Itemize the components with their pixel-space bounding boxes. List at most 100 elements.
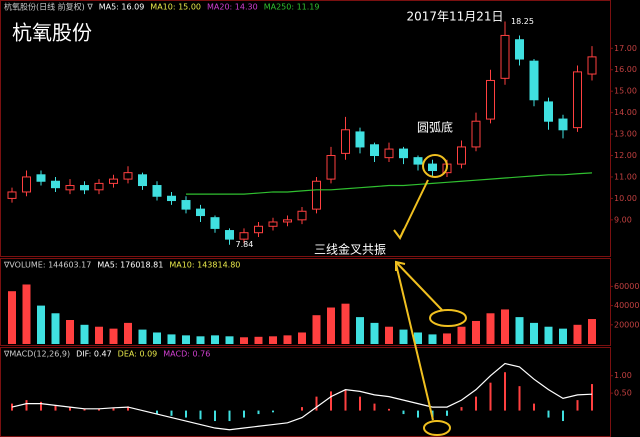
macd-bar [170, 410, 173, 416]
macd-bar [504, 372, 506, 411]
volume-bar [530, 322, 538, 344]
y-tick-label: 15.00 [614, 87, 637, 96]
macd-bar [25, 400, 28, 411]
macd-bar [199, 410, 202, 420]
volume-bar [457, 326, 466, 344]
macd-bar [475, 396, 477, 411]
volume-bar [385, 326, 393, 344]
candle-body [36, 174, 46, 182]
dif-line [11, 362, 593, 431]
volume-bar [211, 335, 219, 344]
macd-bar [591, 384, 593, 411]
y-tick-label: 11.00 [614, 172, 637, 181]
candle-body [355, 131, 365, 148]
y-tick-label: 40000 [614, 301, 639, 310]
volume-bar [182, 335, 190, 344]
volume-bar [370, 322, 379, 344]
macd-bar [228, 410, 231, 422]
arrow [395, 263, 434, 421]
macd-bar [460, 407, 463, 411]
candle-body [152, 185, 162, 197]
header-item: MA10: 15.00 [150, 3, 201, 12]
candle-body [80, 185, 89, 191]
macd-bar [257, 410, 260, 415]
header-item: ∇MACD(12,26,9) [3, 350, 70, 359]
candle-body [167, 195, 176, 202]
volume-bar [22, 284, 31, 344]
candle-body [413, 157, 423, 165]
macd-bar [214, 410, 216, 422]
macd-bar [330, 391, 332, 411]
candle-body [370, 144, 379, 157]
candle-body [65, 185, 75, 191]
header-item: DIF: 0.47 [76, 350, 112, 359]
candle-body [239, 232, 249, 240]
volume-bar [399, 329, 408, 344]
volume-bar [95, 326, 103, 344]
round-bottom-annotation: 圆弧底 [417, 120, 453, 135]
arrow [399, 179, 429, 239]
candle-body [471, 120, 481, 148]
candle-body [138, 174, 147, 187]
volume-bar [225, 336, 234, 344]
volume-bar [240, 337, 248, 344]
candle-body [500, 34, 510, 79]
candle-body [312, 180, 321, 210]
volume-bar [414, 332, 422, 344]
candle-body [283, 219, 292, 223]
price-panel [0, 0, 611, 257]
volume-bar [515, 317, 524, 344]
candle-body [94, 182, 104, 191]
macd-bar [272, 410, 274, 413]
macd-bar [359, 396, 361, 411]
high-label: 18.25 [511, 17, 534, 26]
candle-body [428, 163, 437, 172]
candle-body [181, 200, 191, 210]
candle-body [123, 172, 133, 180]
volume-bar [66, 320, 74, 344]
candle-body [384, 148, 394, 159]
volume-bar [109, 328, 118, 344]
macd-bar [83, 408, 86, 411]
macd-bar [98, 408, 100, 411]
candle-body [558, 118, 568, 131]
y-tick-label: 12.00 [614, 151, 637, 160]
volume-bar [428, 334, 437, 344]
volume-bar [254, 336, 263, 344]
macd-bar [127, 406, 129, 411]
volume-bar [544, 326, 553, 344]
candle-body [515, 39, 524, 60]
volume-bar [443, 333, 451, 344]
macd-bar [301, 407, 303, 411]
header-item: 杭氧股份(日线 前复权) ∇ [4, 2, 93, 12]
y-tick-label: 13.00 [614, 130, 637, 139]
macd-bar [156, 410, 158, 415]
resonance-annotation: 三线金叉共振 [314, 242, 386, 257]
macd-bar [373, 403, 376, 411]
volume-bar [283, 335, 292, 344]
volume-bar [341, 303, 350, 344]
macd-bar [547, 410, 550, 418]
volume-bar [124, 322, 132, 344]
volume-bar [327, 307, 335, 344]
arrow [395, 261, 443, 311]
volume-bar [167, 334, 176, 344]
candle-body [486, 79, 495, 120]
low-label: 7.84 [236, 240, 254, 249]
macd-bar [69, 407, 71, 411]
candle-body [254, 225, 263, 234]
y-tick-label: 0.50 [614, 389, 632, 398]
candle-body [341, 129, 350, 154]
candle-body [529, 60, 539, 101]
volume-bar [501, 309, 509, 344]
macd-bar [402, 410, 405, 415]
circle [422, 154, 448, 178]
header-item: ∇VOLUME: 144603.17 [3, 261, 91, 270]
candle-body [544, 101, 553, 122]
candle-body [225, 230, 234, 240]
header-item: MA20: 14.30 [207, 3, 258, 12]
y-tick-label: 9.00 [614, 215, 632, 224]
candle-body [7, 191, 17, 199]
